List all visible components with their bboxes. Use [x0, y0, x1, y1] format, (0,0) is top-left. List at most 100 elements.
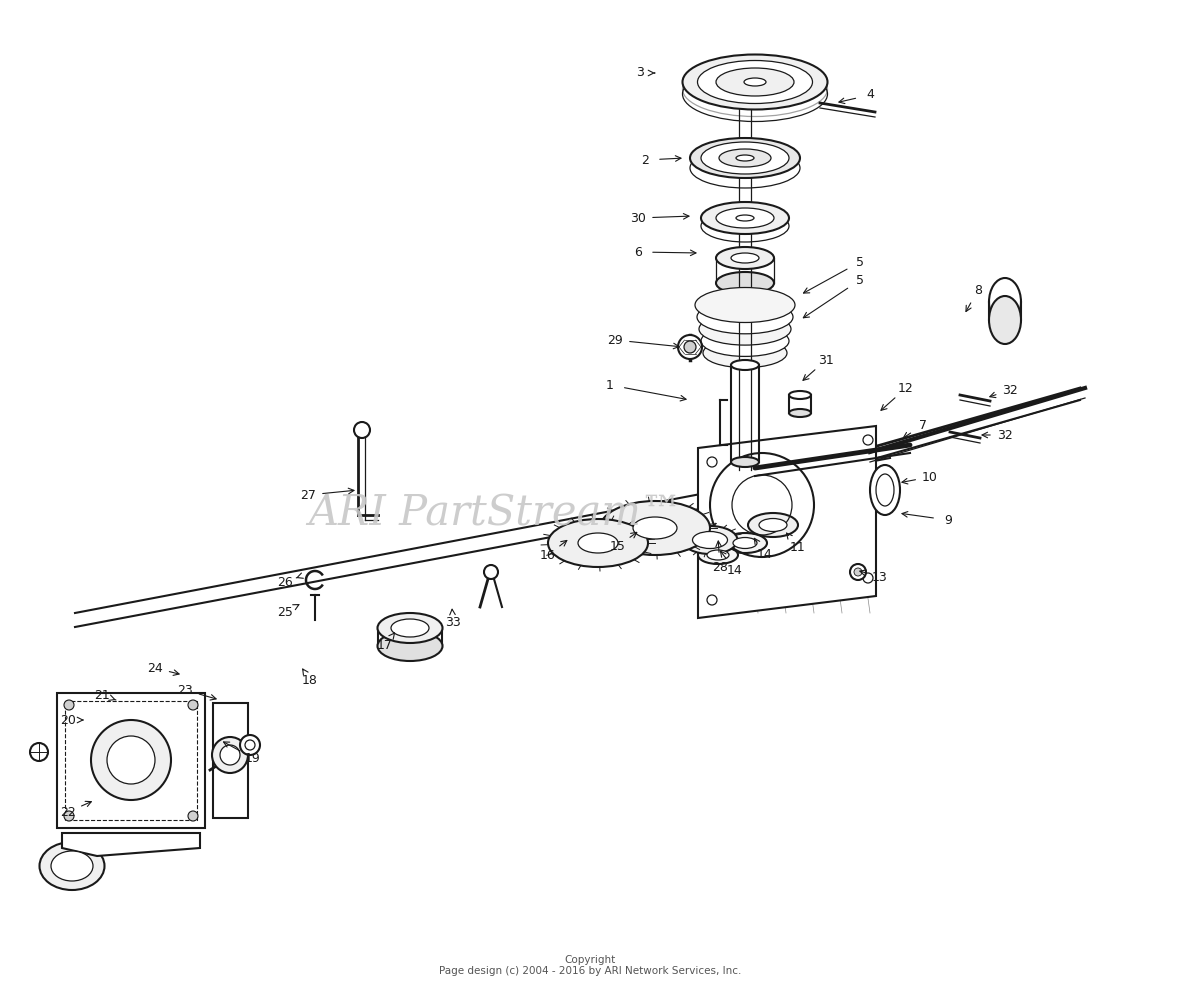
Text: 22: 22: [60, 805, 76, 818]
Polygon shape: [63, 833, 199, 856]
Bar: [57, 693, 205, 828]
Circle shape: [850, 564, 866, 580]
Ellipse shape: [730, 360, 759, 370]
Text: 8: 8: [974, 284, 982, 296]
Text: 33: 33: [445, 616, 461, 628]
Ellipse shape: [870, 465, 900, 515]
Ellipse shape: [695, 288, 795, 322]
Ellipse shape: [748, 513, 798, 537]
Ellipse shape: [759, 519, 787, 532]
Ellipse shape: [719, 149, 771, 167]
Circle shape: [854, 568, 863, 576]
Text: 25: 25: [277, 606, 293, 618]
Text: 30: 30: [630, 211, 645, 224]
Text: 14: 14: [727, 563, 743, 577]
Text: 17: 17: [378, 638, 393, 651]
Ellipse shape: [701, 202, 789, 234]
Text: 15: 15: [610, 539, 625, 552]
Text: 26: 26: [277, 575, 293, 589]
Text: 21: 21: [94, 689, 110, 701]
Ellipse shape: [716, 247, 774, 269]
Text: 6: 6: [634, 245, 642, 259]
Ellipse shape: [703, 338, 787, 368]
Ellipse shape: [736, 215, 754, 221]
Ellipse shape: [39, 842, 105, 890]
Ellipse shape: [745, 78, 766, 86]
Ellipse shape: [730, 457, 759, 467]
Text: 18: 18: [302, 674, 317, 687]
Ellipse shape: [716, 68, 794, 96]
Circle shape: [684, 341, 696, 353]
Ellipse shape: [378, 631, 442, 661]
Ellipse shape: [51, 851, 93, 881]
Text: 10: 10: [922, 470, 938, 483]
Polygon shape: [699, 426, 876, 618]
Text: 32: 32: [1002, 383, 1018, 396]
Circle shape: [188, 811, 198, 821]
Text: 5: 5: [856, 256, 864, 269]
Circle shape: [484, 565, 498, 579]
Ellipse shape: [730, 253, 759, 263]
Text: 14: 14: [758, 547, 773, 560]
Text: 11: 11: [791, 540, 806, 553]
Ellipse shape: [701, 326, 789, 357]
Text: 2: 2: [641, 153, 649, 167]
Text: 16: 16: [540, 548, 556, 561]
Text: 12: 12: [898, 381, 913, 394]
Ellipse shape: [682, 526, 738, 554]
Ellipse shape: [378, 613, 442, 643]
Text: 7: 7: [919, 419, 927, 432]
Ellipse shape: [697, 300, 793, 334]
Ellipse shape: [632, 517, 677, 539]
Ellipse shape: [690, 138, 800, 178]
Text: Page design (c) 2004 - 2016 by ARI Network Services, Inc.: Page design (c) 2004 - 2016 by ARI Netwo…: [439, 966, 741, 976]
Circle shape: [64, 700, 74, 710]
Ellipse shape: [723, 533, 767, 553]
Ellipse shape: [391, 619, 430, 637]
Bar: [65, 701, 197, 820]
Text: 24: 24: [148, 662, 163, 675]
Ellipse shape: [707, 550, 729, 560]
Text: 32: 32: [997, 429, 1012, 442]
Ellipse shape: [682, 54, 827, 110]
Ellipse shape: [699, 546, 738, 564]
Circle shape: [240, 735, 260, 755]
Ellipse shape: [699, 313, 791, 345]
Text: 27: 27: [300, 488, 316, 502]
Ellipse shape: [578, 533, 618, 553]
Ellipse shape: [693, 532, 728, 548]
Circle shape: [91, 720, 171, 800]
Bar: [214, 703, 248, 818]
Ellipse shape: [989, 296, 1021, 344]
Text: 20: 20: [60, 713, 76, 726]
Text: 31: 31: [818, 354, 834, 367]
Text: 4: 4: [866, 89, 874, 102]
Circle shape: [64, 811, 74, 821]
Ellipse shape: [701, 142, 789, 174]
Ellipse shape: [548, 519, 648, 567]
Text: 13: 13: [872, 570, 887, 584]
Text: Copyright: Copyright: [564, 955, 616, 965]
Circle shape: [219, 745, 240, 765]
Ellipse shape: [989, 278, 1021, 326]
Ellipse shape: [716, 272, 774, 294]
Circle shape: [107, 736, 155, 784]
Text: 19: 19: [245, 752, 261, 765]
Circle shape: [678, 335, 702, 359]
Text: ARI PartStream™: ARI PartStream™: [308, 493, 683, 535]
Circle shape: [188, 700, 198, 710]
Circle shape: [30, 743, 48, 761]
Ellipse shape: [789, 391, 811, 399]
Text: 3: 3: [636, 66, 644, 79]
Text: 23: 23: [177, 684, 192, 697]
Ellipse shape: [736, 155, 754, 161]
Text: 9: 9: [944, 514, 952, 527]
Text: 5: 5: [856, 274, 864, 287]
Ellipse shape: [789, 409, 811, 417]
Circle shape: [212, 737, 248, 773]
Ellipse shape: [599, 501, 710, 555]
Ellipse shape: [733, 537, 758, 548]
Circle shape: [354, 422, 371, 438]
Ellipse shape: [716, 208, 774, 228]
Ellipse shape: [697, 60, 813, 104]
